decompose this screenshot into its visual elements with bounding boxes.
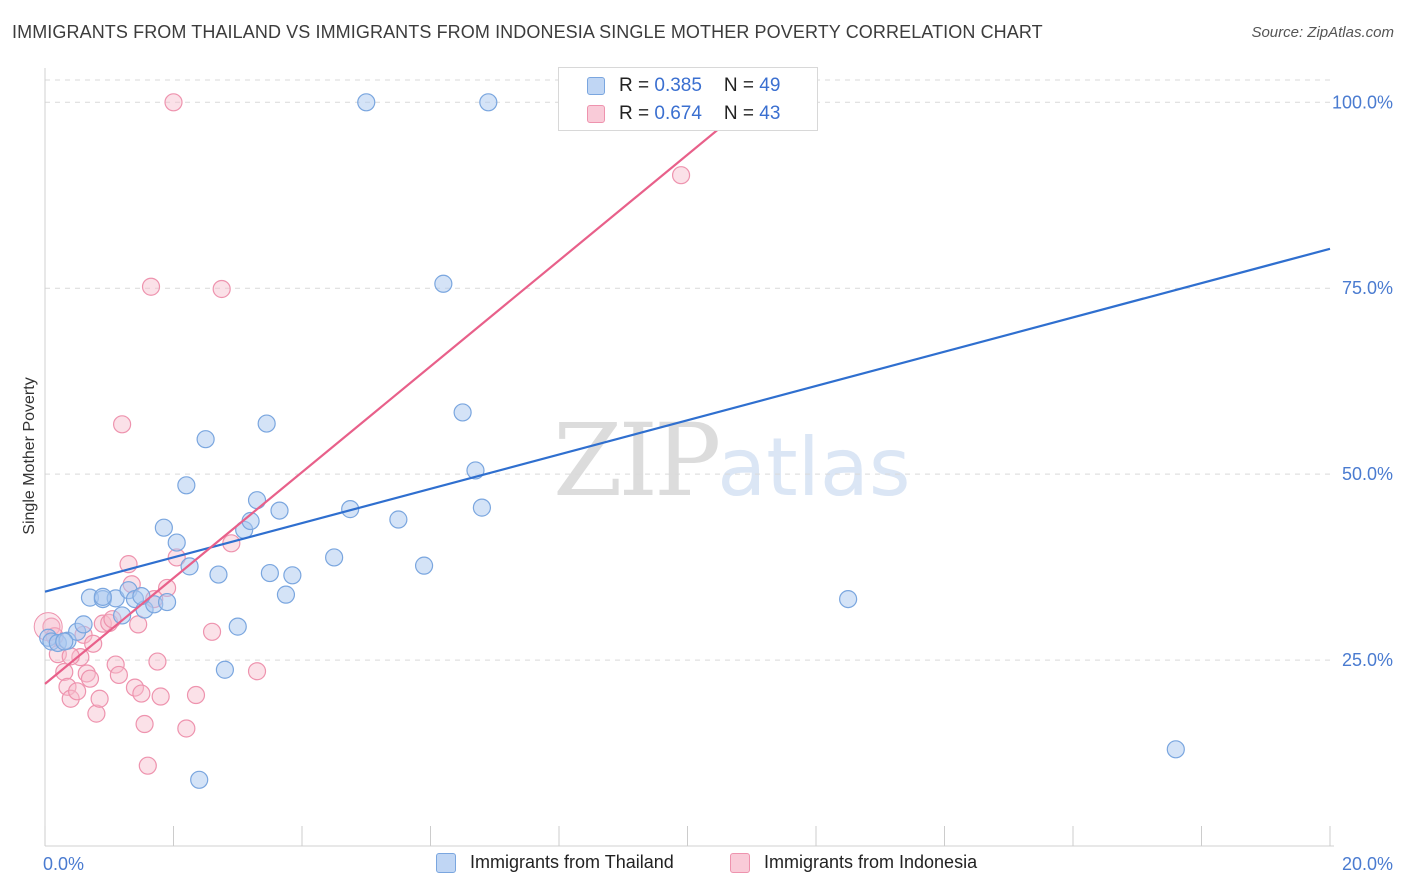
thailand-point <box>154 518 173 537</box>
indonesia-point <box>77 664 96 683</box>
gridlines <box>45 79 1334 661</box>
thailand-legend-swatch <box>436 852 456 873</box>
n-value-indonesia: 43 <box>759 103 781 124</box>
thailand-point <box>215 660 234 679</box>
indonesia-point <box>135 714 154 734</box>
indonesia-swatch <box>587 105 605 123</box>
indonesia-point <box>247 662 267 681</box>
indonesia-point <box>148 652 167 671</box>
thailand-point <box>479 93 498 112</box>
indonesia-legend-label: Immigrants from Indonesia <box>764 852 978 872</box>
indonesia-point <box>61 689 80 708</box>
indonesia-point <box>106 655 125 674</box>
n-value-thailand: 49 <box>759 75 781 96</box>
indonesia-point <box>68 682 87 701</box>
series-legend: Immigrants from Thailand Immigrants from… <box>0 852 1406 878</box>
indonesia-point <box>164 93 183 112</box>
thailand-point <box>270 501 289 520</box>
indonesia-point <box>58 677 77 696</box>
thailand-point <box>839 589 858 609</box>
y-axis-label: Single Mother Poverty <box>21 377 38 534</box>
thailand-point <box>167 533 186 552</box>
y-tick-label-75: 75.0% <box>1342 278 1393 298</box>
thailand-point <box>283 566 302 585</box>
trend-lines <box>44 90 1331 685</box>
legend-row-indonesia: R = 0.674 N = 43 <box>587 102 780 126</box>
indonesia-point <box>177 719 196 738</box>
n-label: N = <box>723 75 760 96</box>
source-credit: Source: ZipAtlas.com <box>1251 24 1394 41</box>
thailand-point <box>196 430 215 449</box>
legend-row-thailand: R = 0.385 N = 49 <box>587 74 780 98</box>
indonesia-point <box>671 166 691 185</box>
thailand-point <box>389 510 408 529</box>
y-tick-label-25: 25.0% <box>1342 650 1393 670</box>
thailand-point <box>177 476 196 495</box>
x-tick-label-min: 0.0% <box>43 854 84 874</box>
thailand-swatch <box>587 77 605 95</box>
legend-item-indonesia[interactable]: Immigrants from Indonesia <box>730 852 977 873</box>
thailand-point <box>257 414 276 433</box>
x-tick-label-max: 20.0% <box>1342 854 1393 874</box>
thailand-point <box>276 585 296 604</box>
thailand-point <box>325 548 344 567</box>
thailand-point <box>157 592 177 612</box>
indonesia-point <box>112 415 132 434</box>
thailand-point <box>434 274 453 293</box>
indonesia-point <box>186 685 206 705</box>
chart-title: IMMIGRANTS FROM THAILAND VS IMMIGRANTS F… <box>12 22 1043 42</box>
indonesia-point <box>202 622 222 641</box>
indonesia-point <box>80 669 100 688</box>
indonesia-point <box>87 704 106 723</box>
thailand-point <box>55 632 74 651</box>
indonesia-point <box>138 756 157 775</box>
watermark-atlas: atlas <box>717 421 911 514</box>
indonesia-point <box>90 689 109 708</box>
axes <box>44 68 1334 847</box>
thailand-trend-line <box>44 247 1331 593</box>
thailand-legend-label: Immigrants from Thailand <box>470 852 674 872</box>
watermark-zip: ZIP <box>553 402 721 519</box>
thailand-point <box>93 587 112 606</box>
r-value-indonesia: 0.674 <box>654 103 702 124</box>
series-indonesia-points <box>33 93 774 775</box>
r-value-thailand: 0.385 <box>654 75 702 96</box>
thailand-point <box>112 606 132 625</box>
thailand-point <box>209 565 228 584</box>
indonesia-trend-line <box>44 90 766 685</box>
thailand-point <box>472 498 491 517</box>
correlation-legend: R = 0.385 N = 49 R = 0.674 N = 43 <box>558 67 818 131</box>
y-tick-label-100: 100.0% <box>1332 92 1393 112</box>
indonesia-point <box>141 277 161 296</box>
legend-item-thailand[interactable]: Immigrants from Thailand <box>436 852 674 873</box>
thailand-point <box>247 491 267 510</box>
indonesia-point <box>132 684 151 703</box>
thailand-point <box>453 403 472 422</box>
zipatlas-watermark: ZIPatlas <box>553 402 911 519</box>
indonesia-point <box>109 665 128 685</box>
thailand-point <box>74 615 93 634</box>
indonesia-point <box>93 614 112 633</box>
indonesia-point <box>55 662 74 682</box>
r-label: R = <box>619 103 655 124</box>
indonesia-legend-swatch <box>730 852 750 873</box>
thailand-point <box>132 587 151 606</box>
x-axis-tick-labels: 0.0% 20.0% <box>43 854 1393 874</box>
indonesia-point <box>71 648 90 667</box>
thailand-point <box>190 770 209 789</box>
indonesia-point <box>212 279 231 299</box>
n-label: N = <box>723 103 760 124</box>
r-label: R = <box>619 75 655 96</box>
thailand-point <box>228 617 247 636</box>
thailand-point <box>357 93 376 112</box>
thailand-point <box>1166 740 1185 759</box>
thailand-point <box>414 556 434 575</box>
y-tick-label-50: 50.0% <box>1342 464 1393 484</box>
x-axis-ticks <box>44 826 1331 846</box>
y-axis-tick-labels: 25.0% 50.0% 75.0% 100.0% <box>1332 92 1393 670</box>
indonesia-point <box>151 687 170 706</box>
thailand-point <box>260 563 279 583</box>
